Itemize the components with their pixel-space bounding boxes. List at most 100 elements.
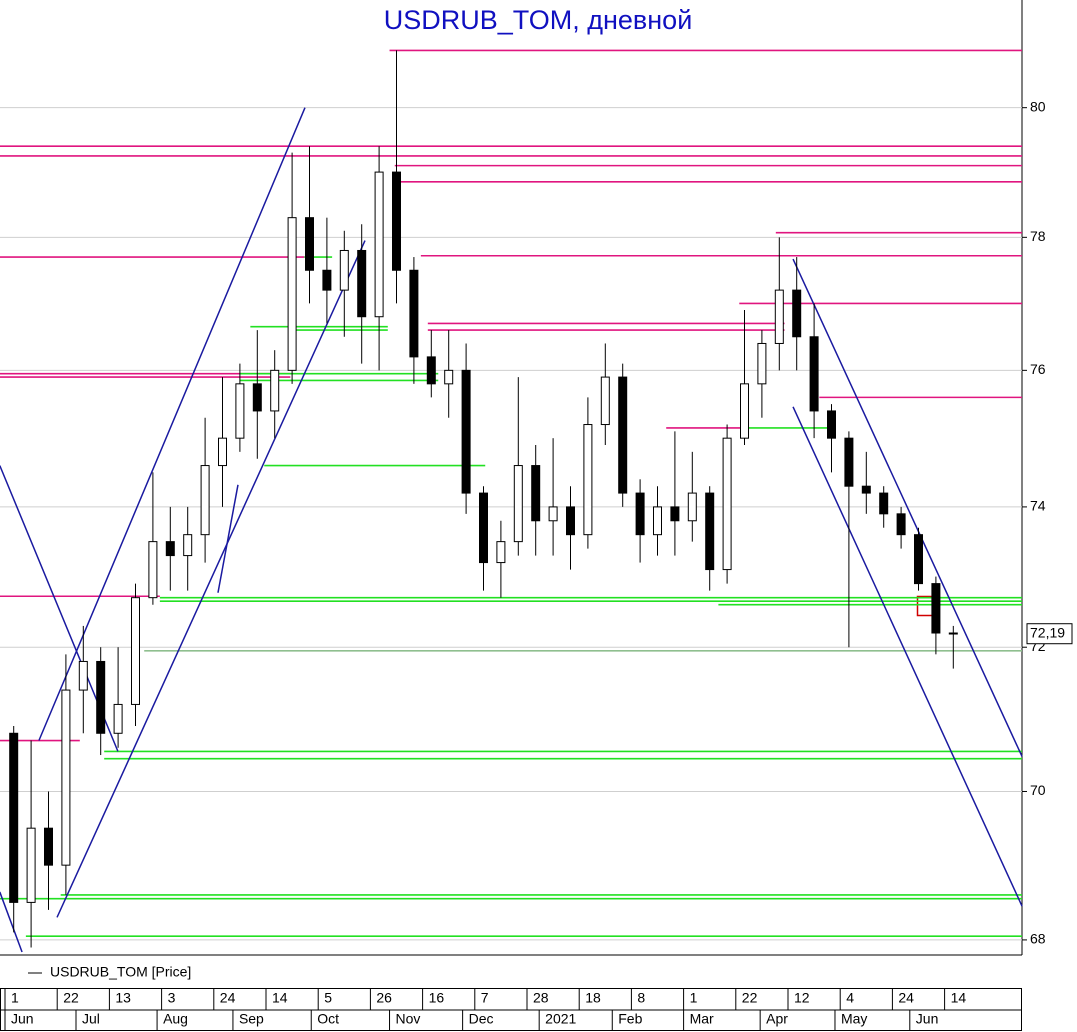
candle-body <box>374 171 384 318</box>
candle-body <box>78 660 88 691</box>
candle-body <box>618 376 628 494</box>
candle-body <box>113 703 123 734</box>
candle-body <box>409 269 419 358</box>
last-price-label: 72,19 <box>1030 624 1065 640</box>
x-tick-label: 1 <box>11 990 19 1006</box>
candle-body <box>218 437 227 467</box>
candle-body <box>392 171 401 271</box>
legend-label: USDRUB_TOM [Price] <box>50 964 191 980</box>
x-tick-label: 26 <box>376 990 392 1006</box>
candle-body <box>496 541 506 564</box>
candle-body <box>200 465 210 536</box>
month-label: Oct <box>317 1011 339 1027</box>
candle-body <box>861 485 871 494</box>
candle-body <box>96 660 106 734</box>
candle-body <box>687 492 697 522</box>
candle-body <box>9 732 19 903</box>
candle-body <box>131 597 140 705</box>
candle-body <box>948 632 958 635</box>
candle-body <box>357 249 367 318</box>
candle-body <box>183 534 193 557</box>
trendline <box>792 406 1023 907</box>
candle-body <box>653 506 662 536</box>
candle-body <box>461 369 471 494</box>
candle-body <box>339 249 349 291</box>
y-tick-label: 76 <box>1030 361 1046 377</box>
candle-body <box>479 492 488 564</box>
y-tick-label: 78 <box>1030 228 1046 244</box>
candle-body <box>548 506 558 522</box>
x-tick-label: 24 <box>898 990 914 1006</box>
x-tick-label: 24 <box>220 990 236 1006</box>
candle-body <box>809 336 819 412</box>
x-tick-label: 7 <box>481 990 489 1006</box>
x-tick-label: 4 <box>846 990 854 1006</box>
candle-body <box>426 356 436 385</box>
trendline <box>0 891 23 953</box>
x-tick-label: 8 <box>637 990 645 1006</box>
trendline <box>56 240 366 918</box>
candle-body <box>705 492 715 571</box>
month-label: Nov <box>396 1011 421 1027</box>
last-price-box <box>1026 623 1073 645</box>
month-label: Sep <box>239 1011 264 1027</box>
candle-body <box>26 827 36 903</box>
y-tick-label: 68 <box>1030 931 1046 947</box>
month-label: May <box>841 1011 867 1027</box>
x-tick-label: 3 <box>168 990 176 1006</box>
candle-body <box>740 383 749 439</box>
candle-body <box>896 513 906 536</box>
candle-body <box>635 492 645 536</box>
y-tick-label: 80 <box>1030 98 1046 114</box>
candle-body <box>583 424 593 536</box>
x-tick-label: 22 <box>742 990 758 1006</box>
month-label: Mar <box>690 1011 714 1027</box>
candle-body <box>444 369 454 385</box>
x-tick-label: 28 <box>533 990 549 1006</box>
month-label: Jun <box>916 1011 939 1027</box>
x-tick-label: 5 <box>324 990 332 1006</box>
candle-body <box>757 342 767 385</box>
candle-body <box>148 541 158 599</box>
candle-body <box>792 289 802 338</box>
x-tick-label: 1 <box>690 990 698 1006</box>
month-label: Dec <box>469 1011 494 1027</box>
candle-body <box>722 437 732 571</box>
candle-body <box>287 217 297 371</box>
y-tick-label: 70 <box>1030 782 1046 798</box>
candle-body <box>774 289 784 344</box>
trendline <box>792 258 1023 757</box>
x-tick-label: 13 <box>115 990 131 1006</box>
candle-body <box>531 465 541 522</box>
y-tick-label: 74 <box>1030 498 1046 514</box>
x-tick-label: 12 <box>794 990 810 1006</box>
x-tick-label: 18 <box>585 990 601 1006</box>
candle-body <box>61 689 71 866</box>
candle-body <box>322 269 332 291</box>
x-tick-label: 14 <box>951 990 967 1006</box>
x-tick-label: 14 <box>272 990 288 1006</box>
candle-body <box>600 376 610 426</box>
candle-body <box>879 492 889 515</box>
month-label: Aug <box>163 1011 188 1027</box>
month-label: Apr <box>766 1011 788 1027</box>
x-tick-label: 22 <box>63 990 79 1006</box>
candle-body <box>827 410 836 439</box>
month-label: Feb <box>618 1011 642 1027</box>
candle-body <box>670 506 680 522</box>
month-label: Jul <box>82 1011 100 1027</box>
candle-body <box>914 534 923 585</box>
month-label: Jun <box>11 1011 34 1027</box>
candle-body <box>270 369 280 412</box>
chart-title: USDRUB_TOM, дневной <box>384 5 693 35</box>
candle-body <box>305 217 314 271</box>
x-tick-label: 16 <box>429 990 445 1006</box>
candle-body <box>44 827 53 866</box>
candle-body <box>844 437 854 487</box>
candle-body <box>513 465 523 543</box>
candle-body <box>566 506 575 536</box>
candle-body <box>165 541 175 557</box>
month-label: 2021 <box>545 1011 576 1027</box>
candle-body <box>235 383 245 439</box>
